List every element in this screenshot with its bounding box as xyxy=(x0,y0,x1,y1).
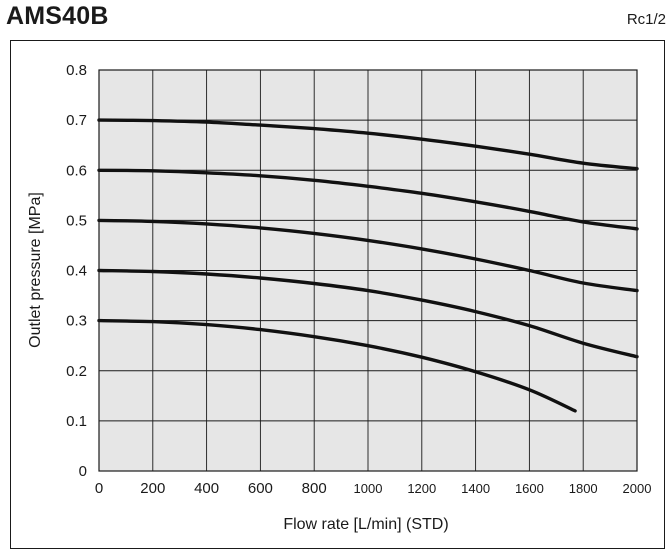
series-line xyxy=(97,218,639,293)
x-tick-label: 1000 xyxy=(354,481,383,496)
x-tick-label: 200 xyxy=(140,480,165,497)
port-size-label: Rc1/2 xyxy=(626,11,666,28)
series-lines xyxy=(97,118,639,413)
x-tick-labels: 0 200 400 600 800 1000 1200 1400 1600 1800 2000 xyxy=(95,480,652,497)
x-tick-label: 1800 xyxy=(569,481,598,496)
y-tick-label: 0.8 xyxy=(66,62,87,79)
y-axis-label: Outlet pressure [MPa] xyxy=(27,192,44,348)
x-tick-label: 2000 xyxy=(623,481,652,496)
x-tick-label: 1200 xyxy=(407,481,436,496)
x-tick-label: 800 xyxy=(302,480,327,497)
y-tick-label: 0.4 xyxy=(66,263,87,280)
x-tick-label: 600 xyxy=(248,480,273,497)
y-tick-label: 0 xyxy=(79,463,87,480)
series-line xyxy=(97,118,639,171)
plot-border xyxy=(98,69,638,472)
y-tick-label: 0.7 xyxy=(66,112,87,129)
y-tick-label: 0.1 xyxy=(66,413,87,430)
x-tick-label: 1600 xyxy=(515,481,544,496)
series-line xyxy=(97,168,639,231)
chart-frame xyxy=(10,40,665,549)
y-tick-label: 0.3 xyxy=(66,313,87,330)
x-tick-label: 400 xyxy=(194,480,219,497)
series-line xyxy=(97,318,577,413)
y-tick-label: 0.5 xyxy=(66,212,87,229)
x-axis-label: Flow rate [L/min] (STD) xyxy=(283,516,448,533)
x-tick-label: 1400 xyxy=(461,481,490,496)
model-title: AMS40B xyxy=(6,2,109,30)
x-tick-label: 0 xyxy=(95,480,103,497)
series-line xyxy=(97,268,639,359)
y-tick-label: 0.6 xyxy=(66,162,87,179)
y-tick-label: 0.2 xyxy=(66,363,87,380)
y-tick-labels: 0 0.1 0.2 0.3 0.4 0.5 0.6 0.7 0.8 xyxy=(66,62,87,480)
